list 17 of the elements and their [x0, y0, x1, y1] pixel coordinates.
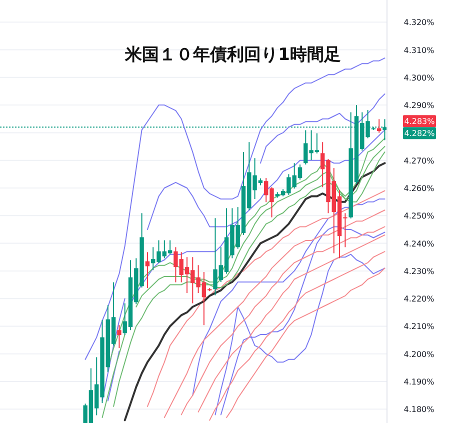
y-tick-label: 4.180% [404, 405, 435, 414]
y-tick-label: 4.190% [404, 378, 435, 387]
y-tick-label: 4.210% [404, 322, 435, 332]
y-tick-label: 4.240% [404, 239, 435, 248]
y-tick-label: 4.200% [404, 350, 435, 359]
y-tick-label: 4.260% [404, 184, 435, 193]
y-tick-label: 4.310% [404, 46, 435, 55]
y-tick-label: 4.230% [404, 266, 435, 276]
y-tick-label: 4.250% [404, 212, 435, 221]
y-tick-label: 4.270% [404, 156, 435, 166]
price-label: 4.282% [403, 127, 436, 140]
text: 米国１０年債利回り1時間足 [124, 45, 341, 65]
y-tick-label: 4.290% [404, 101, 435, 110]
y-tick-label: 4.220% [404, 294, 435, 304]
price-label: 4.283% [403, 115, 436, 128]
y-tick-label: 4.320% [404, 18, 435, 28]
y-tick-label: 4.300% [404, 73, 435, 82]
